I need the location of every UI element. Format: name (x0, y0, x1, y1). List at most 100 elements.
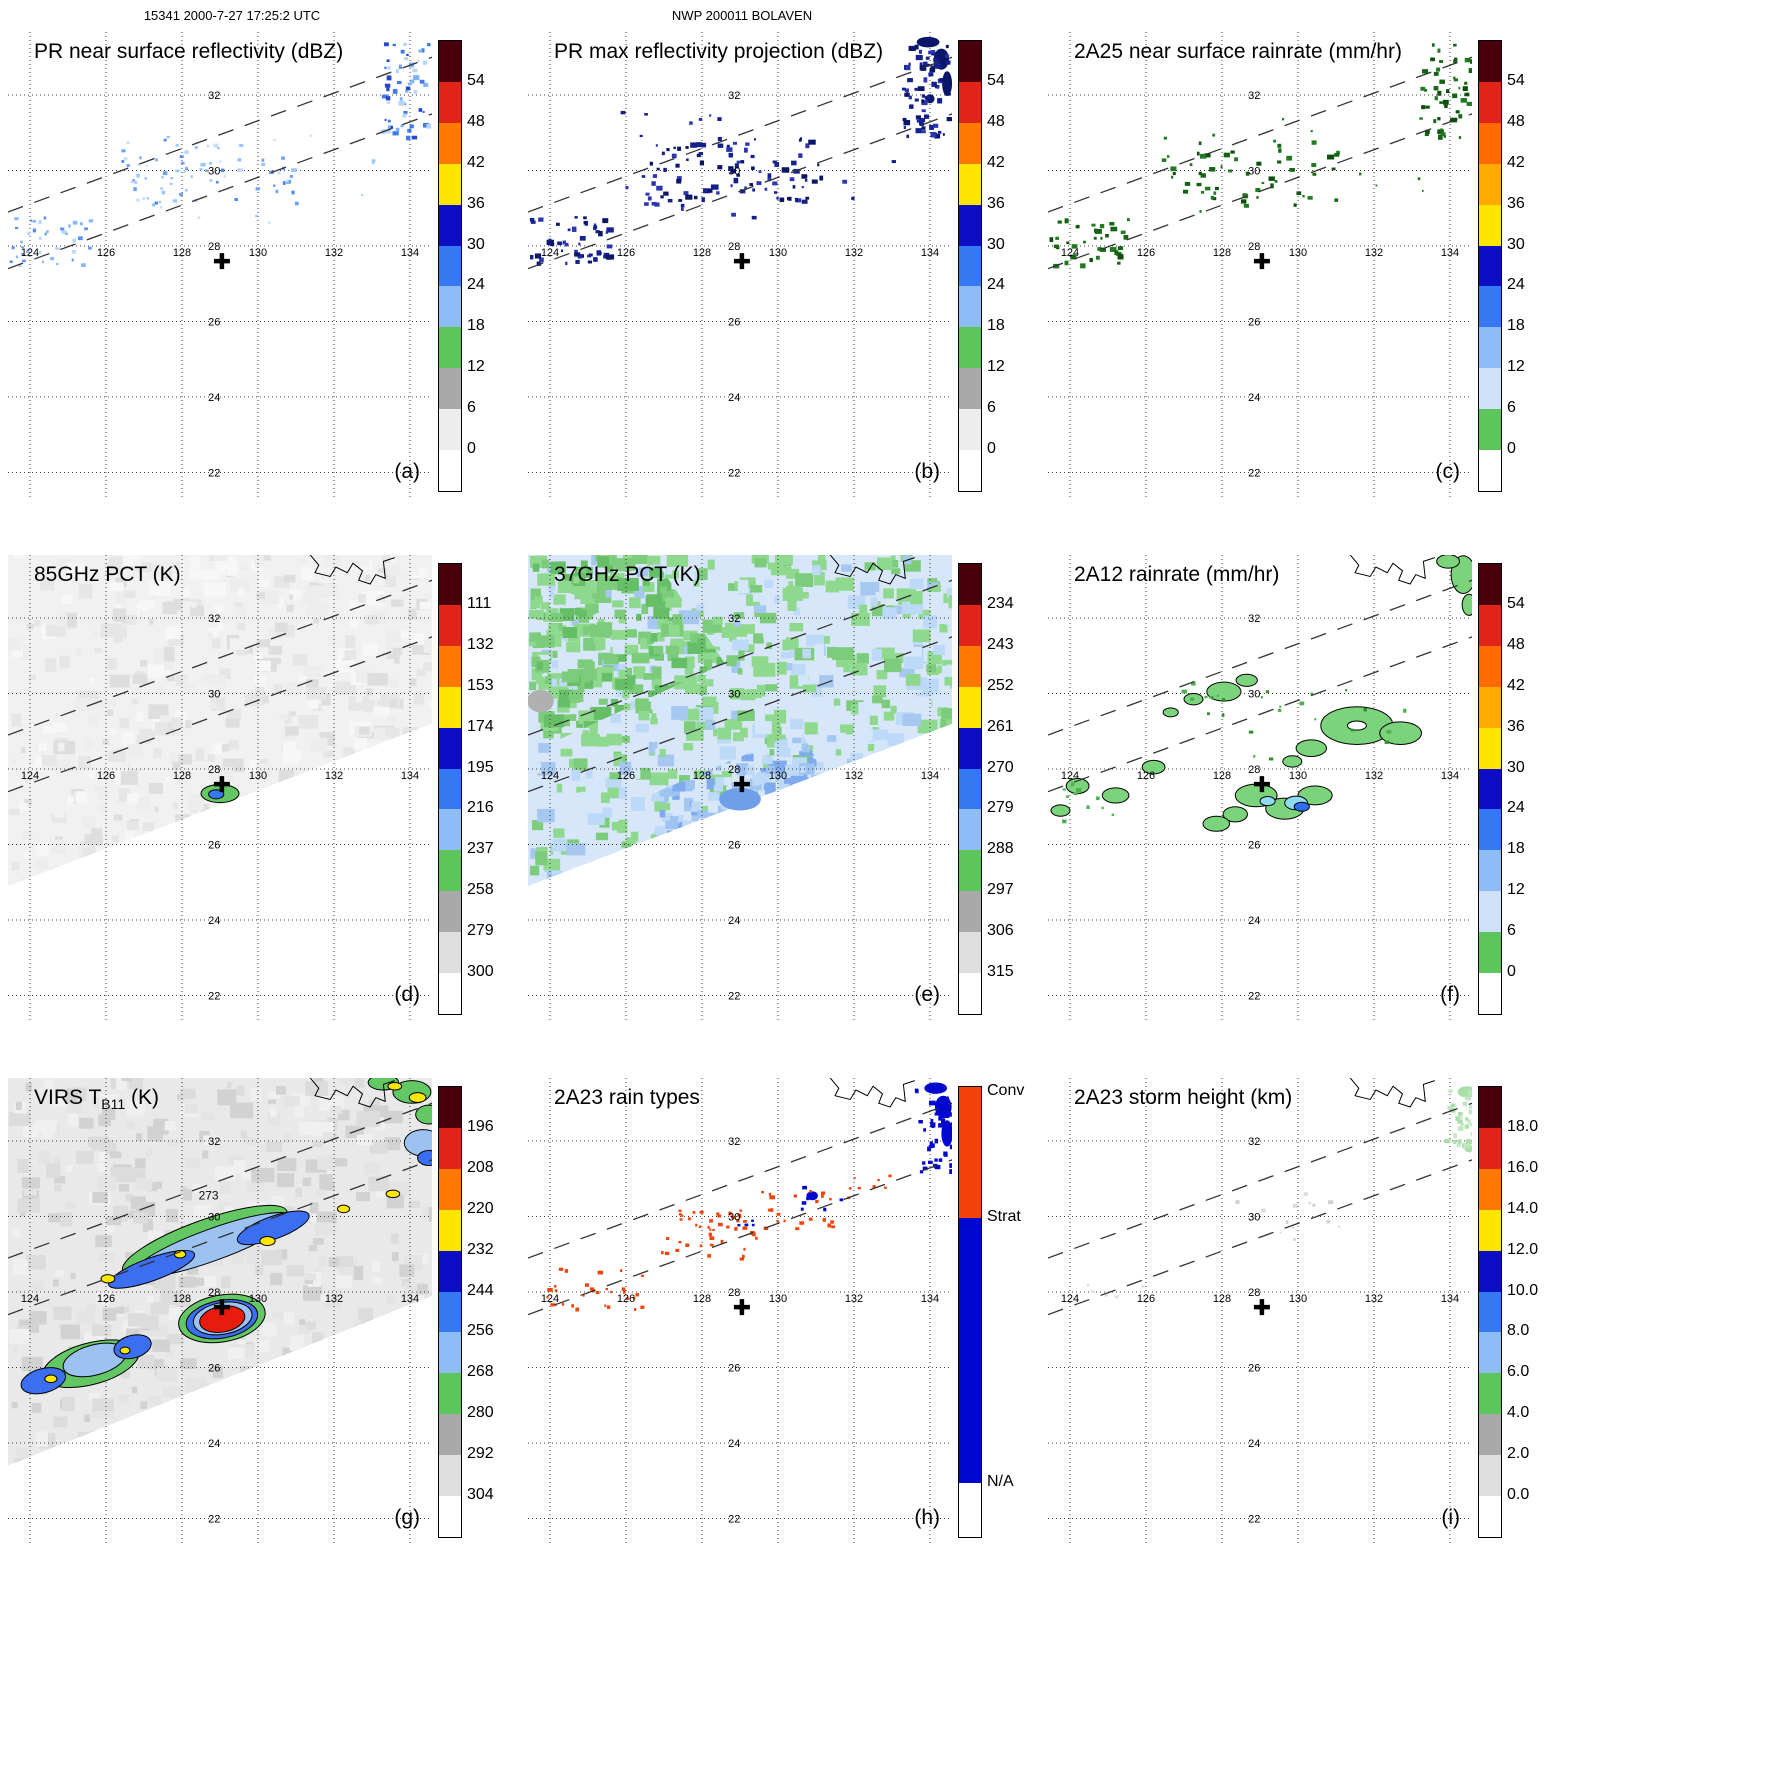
colorbar-tick: 24 (987, 276, 1005, 294)
svg-text:24: 24 (1248, 1438, 1260, 1450)
colorbar-tick: 0 (1507, 440, 1516, 458)
svg-text:28: 28 (208, 764, 220, 776)
colorbar-tick: 174 (467, 717, 494, 735)
panel-d: 124 126 128 130 132 134 22 24 26 28 30 32 85GHz PCT … (8, 555, 528, 1075)
colorbar-tick: 54 (987, 71, 1005, 89)
colorbar-tick: 8.0 (1507, 1322, 1530, 1340)
svg-text:126: 126 (617, 770, 635, 782)
svg-text:28: 28 (208, 241, 220, 253)
colorbar-tick: 30 (1507, 758, 1525, 776)
svg-text:132: 132 (1365, 1293, 1383, 1305)
panel-f: 124 126 128 130 132 134 22 24 26 28 30 32 2A12 rainr… (1048, 555, 1568, 1075)
contour-label: 273 (199, 1189, 219, 1203)
svg-text:24: 24 (1248, 392, 1260, 404)
colorbar-tick: 48 (467, 112, 485, 130)
panel-e: 124 126 128 130 132 134 22 24 26 28 30 32 37GHz PCT … (528, 555, 1048, 1075)
svg-text:126: 126 (97, 247, 115, 259)
svg-text:32: 32 (728, 90, 740, 102)
svg-text:124: 124 (1061, 247, 1079, 259)
svg-text:128: 128 (1213, 247, 1231, 259)
colorbar-tick: 234 (987, 594, 1014, 612)
colorbar-b (958, 40, 982, 492)
colorbar-tick: 18 (987, 317, 1005, 335)
colorbar-tick: 270 (987, 758, 1014, 776)
colorbar-tick: 30 (467, 235, 485, 253)
svg-text:126: 126 (97, 1293, 115, 1305)
colorbar-tick: 48 (1507, 112, 1525, 130)
colorbar-tick: 243 (987, 635, 1014, 653)
colorbar-tick: 42 (987, 153, 1005, 171)
swath-edge-lines (8, 1102, 432, 1316)
tick-labels: 124 126 128 130 132 134 22 24 26 28 30 32 (1061, 1136, 1459, 1526)
svg-text:26: 26 (208, 1363, 220, 1375)
svg-text:132: 132 (325, 1293, 343, 1305)
scan-header: 15341 2000-7-27 17:25:2 UTC (143, 8, 321, 23)
grid-lines (1048, 1078, 1472, 1546)
colorbar-tick: 24 (467, 276, 485, 294)
tick-labels: 124 126 128 130 132 134 22 24 26 28 30 32 (21, 613, 419, 1003)
colorbar-tick: 279 (987, 799, 1014, 817)
colorbar-tick: 54 (467, 71, 485, 89)
svg-text:22: 22 (208, 1514, 220, 1526)
svg-text:26: 26 (1248, 1363, 1260, 1375)
svg-text:124: 124 (21, 770, 39, 782)
svg-text:26: 26 (208, 840, 220, 852)
svg-text:22: 22 (208, 991, 220, 1003)
svg-text:128: 128 (693, 1293, 711, 1305)
colorbar-a (438, 40, 462, 492)
data-blobs (528, 689, 761, 811)
colorbar-tick: 12 (467, 358, 485, 376)
colorbar-tick: 6 (987, 399, 996, 417)
svg-text:132: 132 (1365, 770, 1383, 782)
colorbar-tick: 42 (467, 153, 485, 171)
colorbar-tick: 18.0 (1507, 1117, 1539, 1135)
panel-title: 37GHz PCT (K) (554, 563, 701, 586)
swath-edge-lines (8, 579, 432, 793)
colorbar-tick: 30 (987, 235, 1005, 253)
colorbar-tick: 36 (987, 194, 1005, 212)
svg-text:26: 26 (208, 317, 220, 329)
svg-text:24: 24 (1248, 915, 1260, 927)
colorbar-tick: Strat (987, 1207, 1021, 1225)
panel-a: 124 126 128 130 132 134 22 24 26 28 30 32 PR near su… (8, 32, 528, 552)
svg-text:124: 124 (1061, 1293, 1079, 1305)
svg-text:134: 134 (401, 770, 419, 782)
svg-text:126: 126 (1137, 770, 1155, 782)
svg-text:134: 134 (921, 1293, 939, 1305)
colorbar-tick: 12 (1507, 358, 1525, 376)
colorbar-tick: 268 (467, 1363, 494, 1381)
panel-letter: (c) (1436, 460, 1461, 483)
svg-text:22: 22 (728, 468, 740, 480)
colorbar-tick: 14.0 (1507, 1199, 1539, 1217)
grid-lines (528, 555, 952, 1023)
svg-text:28: 28 (1248, 241, 1260, 253)
colorbar-tick: 12.0 (1507, 1240, 1539, 1258)
colorbar-tick: 0 (1507, 963, 1516, 981)
data-speckles (9, 42, 432, 268)
colorbar-tick: N/A (987, 1473, 1014, 1490)
storm-center-marker (1253, 776, 1270, 793)
svg-text:134: 134 (1441, 247, 1459, 259)
colorbar-tick: 244 (467, 1281, 494, 1299)
colorbar-tick: 256 (467, 1322, 494, 1340)
svg-text:130: 130 (769, 1293, 787, 1305)
svg-text:128: 128 (1213, 1293, 1231, 1305)
map-f: 124 126 128 130 132 134 22 24 26 28 30 32 2A12 rainr… (1048, 555, 1472, 1023)
svg-text:128: 128 (173, 247, 191, 259)
svg-text:30: 30 (728, 689, 740, 701)
colorbar-tick: 6 (467, 399, 476, 417)
colorbar-tick: 36 (1507, 194, 1525, 212)
panel-letter: (a) (394, 460, 420, 483)
svg-text:126: 126 (617, 247, 635, 259)
svg-text:130: 130 (1289, 247, 1307, 259)
data-speckles (529, 44, 952, 266)
svg-text:32: 32 (208, 613, 220, 625)
panel-title: PR max reflectivity projection (dBZ) (554, 40, 883, 63)
svg-text:30: 30 (1248, 689, 1260, 701)
svg-text:124: 124 (541, 1293, 559, 1305)
svg-text:128: 128 (693, 247, 711, 259)
map-g: 124 126 128 130 132 134 22 24 26 28 30 32 273 VIRS TB… (8, 1078, 432, 1546)
svg-text:32: 32 (728, 613, 740, 625)
storm-header: NWP 200011 BOLAVEN (671, 8, 813, 23)
svg-text:22: 22 (1248, 468, 1260, 480)
